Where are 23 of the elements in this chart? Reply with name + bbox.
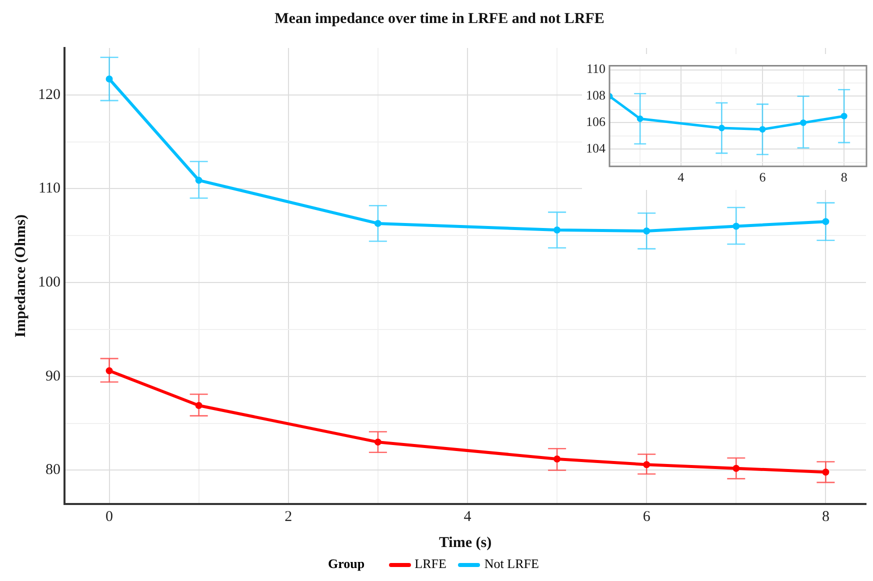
- y-tick-label: 100: [38, 274, 60, 291]
- y-tick-label: 104: [586, 140, 606, 156]
- legend-title: Group: [328, 556, 365, 571]
- x-tick-label: 4: [678, 170, 685, 185]
- x-axis-title: Time (s): [438, 534, 492, 551]
- x-tick-label: 8: [840, 170, 848, 185]
- x-tick-label: 4: [464, 508, 472, 525]
- y-tick-label: 108: [586, 88, 606, 103]
- y-tick-label: 106: [586, 114, 606, 130]
- y-tick-label: 120: [38, 86, 60, 103]
- legend-label: Not LRFE: [483, 556, 539, 571]
- x-tick-label: 2: [284, 508, 292, 525]
- x-tick-label: 0: [106, 508, 114, 525]
- x-tick-label: 8: [822, 508, 830, 525]
- y-tick-label: 110: [38, 180, 60, 197]
- legend-label: LRFE: [414, 556, 446, 571]
- x-tick-label: 6: [759, 170, 766, 185]
- y-axis-title: Impedance (Ohms): [12, 214, 29, 338]
- y-tick-label: 80: [46, 462, 60, 478]
- y-tick-label: 110: [586, 61, 606, 76]
- chart-title: Mean impedance over time in LRFE and not LRFE: [274, 10, 604, 27]
- x-tick-label: 6: [642, 508, 651, 525]
- y-tick-label: 90: [46, 368, 60, 384]
